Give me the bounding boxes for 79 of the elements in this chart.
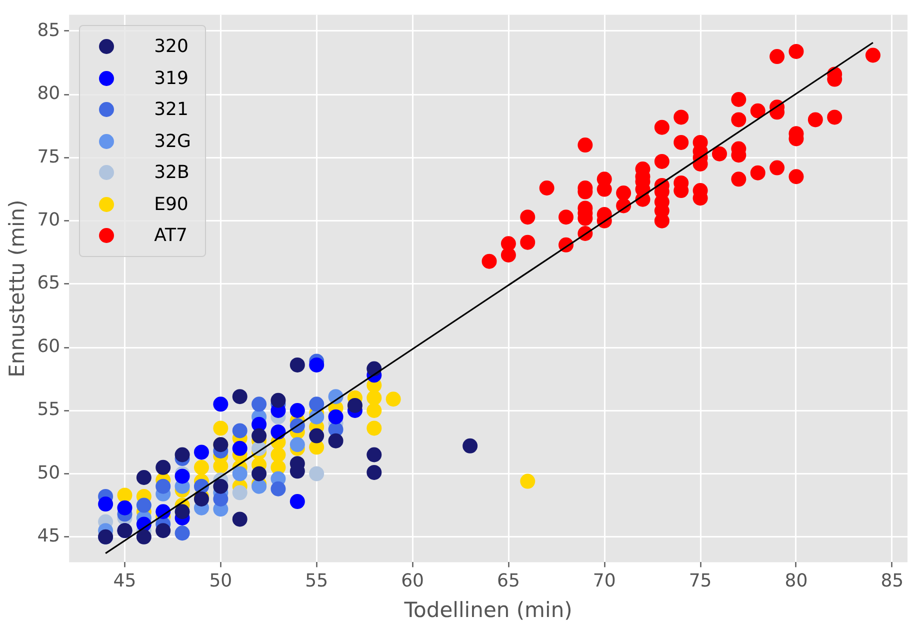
x-tick-label: 45 [113,570,136,592]
x-axis-title: Todellinen (min) [403,598,572,622]
point [232,485,248,500]
y-tick-label: 75 [37,146,60,168]
y-tick-label: 70 [37,210,60,231]
point [232,512,248,527]
point [386,392,401,407]
point [270,424,286,440]
y-tick-label: 60 [37,336,60,357]
point [232,423,248,438]
point [213,396,228,412]
point [136,470,152,485]
point [270,481,286,496]
point [309,396,324,412]
point [174,504,190,520]
x-tick-label: 55 [305,570,328,592]
point [347,398,362,413]
legend-label: E90 [154,194,188,215]
point [366,402,382,418]
legend-label: 32B [154,162,190,184]
y-tick-label: 45 [37,526,60,547]
point [252,396,267,412]
x-tick-label: 65 [496,570,520,592]
point [252,428,267,444]
legend-label: 32G [154,130,191,152]
point [136,529,152,544]
point [290,437,305,452]
point [156,523,171,538]
point [270,447,286,462]
point [156,460,171,475]
legend-label: 320 [154,36,188,58]
legend-label: AT7 [154,225,188,246]
x-tick-label: 70 [592,570,616,592]
y-tick-label: 55 [37,399,60,420]
point [309,466,324,482]
point [366,447,382,462]
x-tick-label: 80 [784,570,808,592]
point [232,389,248,404]
y-tick-label: 80 [37,83,60,104]
legend-label: 321 [154,99,188,120]
legend-label: 319 [154,68,188,89]
y-tick-label: 50 [37,462,60,484]
point [290,357,305,372]
y-tick-label: 65 [37,272,60,294]
point [366,464,382,480]
point [194,460,209,475]
point [520,474,536,489]
point [290,494,305,510]
point [309,428,324,444]
point [328,409,344,424]
point [290,402,305,418]
point [98,496,114,512]
x-tick-label: 50 [209,570,232,592]
y-axis-title: Ennustettu (min) [5,200,30,378]
point [252,478,267,494]
point [174,447,190,462]
point [156,478,171,494]
point [232,466,248,482]
x-tick-label: 85 [880,570,904,592]
point [194,444,209,460]
point [213,478,228,494]
point [174,526,190,541]
point [213,491,228,506]
point [232,440,248,456]
x-tick-label: 60 [401,570,424,592]
x-tick-label: 75 [688,570,712,592]
point [309,357,324,372]
point [194,491,209,506]
point [213,420,228,436]
point [252,466,267,482]
point [366,420,382,436]
point [270,392,286,408]
point [328,433,344,448]
point [366,390,382,406]
point [117,488,132,503]
point [136,498,152,513]
point [117,500,132,516]
point [462,438,478,454]
y-tick-label: 85 [37,20,60,41]
